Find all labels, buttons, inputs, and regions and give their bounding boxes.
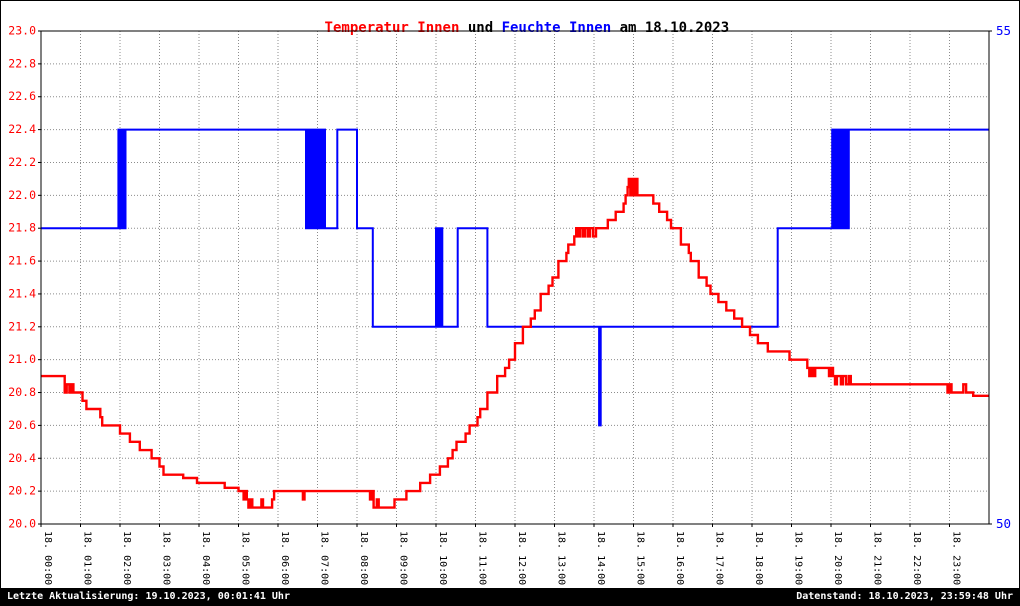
title-connector: und <box>459 20 502 36</box>
title-temperature-label: Temperatur Innen <box>324 20 460 36</box>
chart-title: Temperatur Innen und Feuchte Innen am 18… <box>1 4 1019 52</box>
y-left-tick-label: 22.4 <box>8 122 36 136</box>
x-tick-label: 18. 14:00 <box>595 531 606 585</box>
last-update-text: Letzte Aktualisierung: 19.10.2023, 00:01… <box>7 591 290 602</box>
y-left-tick-label: 22.8 <box>8 56 36 70</box>
x-tick-label: 18. 10:00 <box>437 531 448 585</box>
x-tick-label: 18. 04:00 <box>200 531 211 585</box>
x-tick-label: 18. 17:00 <box>714 531 725 585</box>
y-left-tick-label: 21.6 <box>8 254 36 268</box>
temperature-line <box>41 177 989 509</box>
y-left-tick-label: 21.4 <box>8 286 36 300</box>
y-left-tick-label: 21.0 <box>8 352 36 366</box>
y-left-tick-label: 20.2 <box>8 484 36 498</box>
x-tick-label: 18. 15:00 <box>635 531 646 585</box>
x-tick-label: 18. 09:00 <box>398 531 409 585</box>
x-tick-label: 18. 21:00 <box>872 531 883 585</box>
axis-labels: 23.0 22.8 22.6 22.4 22.2 22.0 21.8 21.6 21.4 21.2… <box>8 23 1011 585</box>
x-tick-label: 18. 06:00 <box>279 531 290 585</box>
x-tick-label: 18. 12:00 <box>516 531 527 585</box>
y-left-tick-label: 20.8 <box>8 385 36 399</box>
humidity-line <box>41 128 989 427</box>
y-right-tick-label: 55 <box>996 23 1011 38</box>
x-tick-label: 18. 03:00 <box>161 531 172 585</box>
data-state-text: Datenstand: 18.10.2023, 23:59:48 Uhr <box>796 591 1013 602</box>
x-tick-label: 18. 20:00 <box>832 531 843 585</box>
y-right-tick-label: 50 <box>996 516 1011 531</box>
chart-canvas: 23.0 22.8 22.6 22.4 22.2 22.0 21.8 21.6 21.4 21.2… <box>8 23 1011 585</box>
x-tick-label: 18. 19:00 <box>793 531 804 585</box>
chart-grid <box>40 30 990 525</box>
x-tick-label: 18. 22:00 <box>911 531 922 585</box>
x-tick-label: 18. 02:00 <box>121 531 132 585</box>
x-tick-label: 18. 11:00 <box>477 531 488 585</box>
title-humidity-label: Feuchte Innen <box>501 20 612 36</box>
x-tick-label: 18. 05:00 <box>240 531 251 585</box>
x-tick-label: 18. 00:00 <box>42 531 53 585</box>
x-tick-label: 18. 13:00 <box>556 531 567 585</box>
y-left-tick-label: 22.0 <box>8 188 36 202</box>
y-left-tick-label: 20.4 <box>8 451 36 465</box>
chart-series <box>41 128 989 509</box>
y-left-tick-label: 22.2 <box>8 155 36 169</box>
x-tick-label: 18. 23:00 <box>951 531 962 585</box>
x-tick-label: 18. 01:00 <box>82 531 93 585</box>
y-left-tick-label: 20.6 <box>8 418 36 432</box>
title-date: am 18.10.2023 <box>611 20 730 36</box>
y-left-tick-label: 21.2 <box>8 319 36 333</box>
x-tick-label: 18. 08:00 <box>358 531 369 585</box>
y-left-tick-label: 22.6 <box>8 89 36 103</box>
y-left-tick-label: 23.0 <box>8 24 36 38</box>
x-tick-label: 18. 16:00 <box>674 531 685 585</box>
x-tick-label: 18. 07:00 <box>319 531 330 585</box>
y-left-tick-label: 20.0 <box>8 517 36 531</box>
x-tick-label: 18. 18:00 <box>753 531 764 585</box>
y-left-tick-label: 21.8 <box>8 221 36 235</box>
status-bar: Letzte Aktualisierung: 19.10.2023, 00:01… <box>1 588 1019 605</box>
